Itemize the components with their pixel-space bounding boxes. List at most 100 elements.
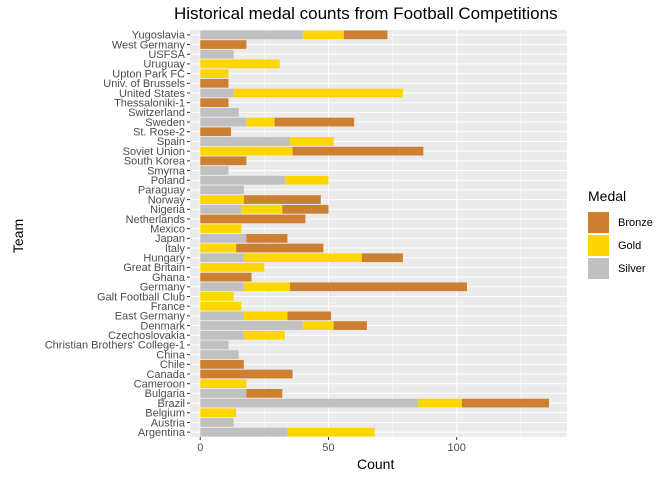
bar-gold	[243, 311, 288, 321]
y-tick-label: Czechoslovakia	[108, 330, 186, 342]
bar-gold	[200, 263, 265, 272]
y-tick-label: Norway	[148, 194, 186, 206]
y-tick-label: Japan	[155, 233, 185, 245]
bar-bronze	[246, 389, 283, 398]
bar-silver	[200, 137, 291, 146]
bar-silver	[200, 88, 234, 98]
bar-gold	[200, 146, 293, 156]
bar-bronze	[274, 117, 355, 127]
y-tick-label: Italy	[165, 243, 186, 255]
bar-gold	[302, 321, 334, 330]
bar-silver	[200, 398, 419, 408]
bar-silver	[200, 330, 244, 340]
bar-silver	[200, 311, 244, 321]
bar-gold	[200, 379, 247, 389]
x-axis-label: Count	[357, 456, 395, 472]
y-tick-label: Upton Park FC	[112, 68, 185, 80]
y-tick-label: Brazil	[157, 398, 185, 410]
y-tick-label: Thessaloniki-1	[114, 97, 185, 109]
y-tick-label: Canada	[146, 369, 185, 381]
bar-gold	[284, 175, 329, 185]
bar-bronze	[461, 398, 550, 408]
bar-gold	[243, 253, 362, 263]
bar-gold	[200, 301, 242, 311]
bar-silver	[200, 108, 239, 117]
y-tick-label: South Korea	[124, 156, 186, 168]
y-tick-label: Ghana	[152, 272, 186, 284]
y-tick-label: Yugoslavia	[132, 30, 186, 42]
bar-gold	[200, 408, 237, 418]
bar-silver	[200, 427, 288, 437]
bar-bronze	[200, 98, 229, 108]
bar-silver	[200, 321, 303, 330]
y-tick-label: Hungary	[143, 253, 185, 265]
bar-bronze	[243, 195, 321, 204]
bar-bronze	[200, 359, 244, 369]
y-tick-label: Austria	[151, 417, 186, 429]
y-tick-label: Denmark	[140, 320, 185, 332]
bar-bronze	[290, 282, 467, 292]
legend: Medal Bronze Gold Silver	[588, 188, 653, 280]
bar-silver	[200, 282, 244, 292]
bar-bronze	[246, 233, 288, 243]
bar-bronze	[282, 204, 329, 214]
bar-silver	[200, 350, 239, 359]
bar-silver	[200, 175, 285, 185]
y-tick-label: Soviet Union	[123, 146, 185, 158]
y-tick-label: Argentina	[138, 427, 186, 439]
bar-silver	[200, 185, 244, 195]
chart-title: Historical medal counts from Football Co…	[174, 4, 558, 23]
legend-item-silver: Silver	[588, 257, 653, 280]
bar-silver	[200, 117, 247, 127]
bar-gold	[200, 59, 280, 69]
bar-gold	[200, 224, 242, 234]
bar-silver	[200, 49, 234, 59]
y-tick-label: Uruguay	[143, 59, 185, 71]
bar-bronze	[287, 311, 332, 321]
x-tick-label: 0	[197, 442, 203, 454]
bar-silver	[200, 340, 229, 350]
legend-label-silver: Silver	[618, 262, 646, 275]
y-tick-label: St. Rose-2	[133, 127, 185, 139]
y-tick-label: Paraguay	[138, 185, 186, 197]
bar-bronze	[200, 156, 247, 166]
bar-gold	[302, 30, 344, 40]
bar-gold	[200, 195, 244, 204]
legend-label-gold: Gold	[618, 239, 642, 252]
y-tick-label: USFSA	[148, 49, 185, 61]
y-tick-label: West Germany	[112, 39, 186, 51]
bar-gold	[200, 69, 229, 78]
y-tick-label: China	[156, 349, 186, 361]
x-tick-label: 100	[448, 442, 466, 454]
bar-gold	[243, 282, 291, 292]
bar-gold	[243, 330, 285, 340]
bar-silver	[200, 389, 247, 398]
bar-silver	[200, 253, 244, 263]
bar-gold	[418, 398, 462, 408]
x-tick-label: 50	[322, 442, 334, 454]
bar-silver	[200, 233, 247, 243]
bar-gold	[200, 243, 237, 253]
bar-silver	[200, 418, 234, 427]
y-tick-label: Chile	[160, 359, 185, 371]
y-tick-label: Germany	[140, 282, 186, 294]
y-tick-label: France	[151, 301, 185, 313]
bar-bronze	[200, 214, 306, 224]
bar-bronze	[200, 127, 232, 137]
bar-bronze	[333, 321, 367, 330]
bar-silver	[200, 30, 303, 40]
bar-gold	[233, 88, 403, 98]
legend-item-bronze: Bronze	[588, 211, 653, 234]
y-tick-label: Cameroon	[134, 379, 185, 391]
bar-bronze	[236, 243, 324, 253]
y-tick-label: Switzerland	[128, 107, 185, 119]
y-tick-label: Nigeria	[150, 204, 186, 216]
y-tick-label: Galt Football Club	[97, 291, 185, 303]
y-tick-label: Mexico	[150, 223, 185, 235]
y-tick-label: Sweden	[145, 117, 185, 129]
y-tick-label: United States	[119, 88, 186, 100]
y-tick-label: Christian Brothers' College-1	[45, 340, 185, 352]
bar-gold	[200, 292, 234, 301]
